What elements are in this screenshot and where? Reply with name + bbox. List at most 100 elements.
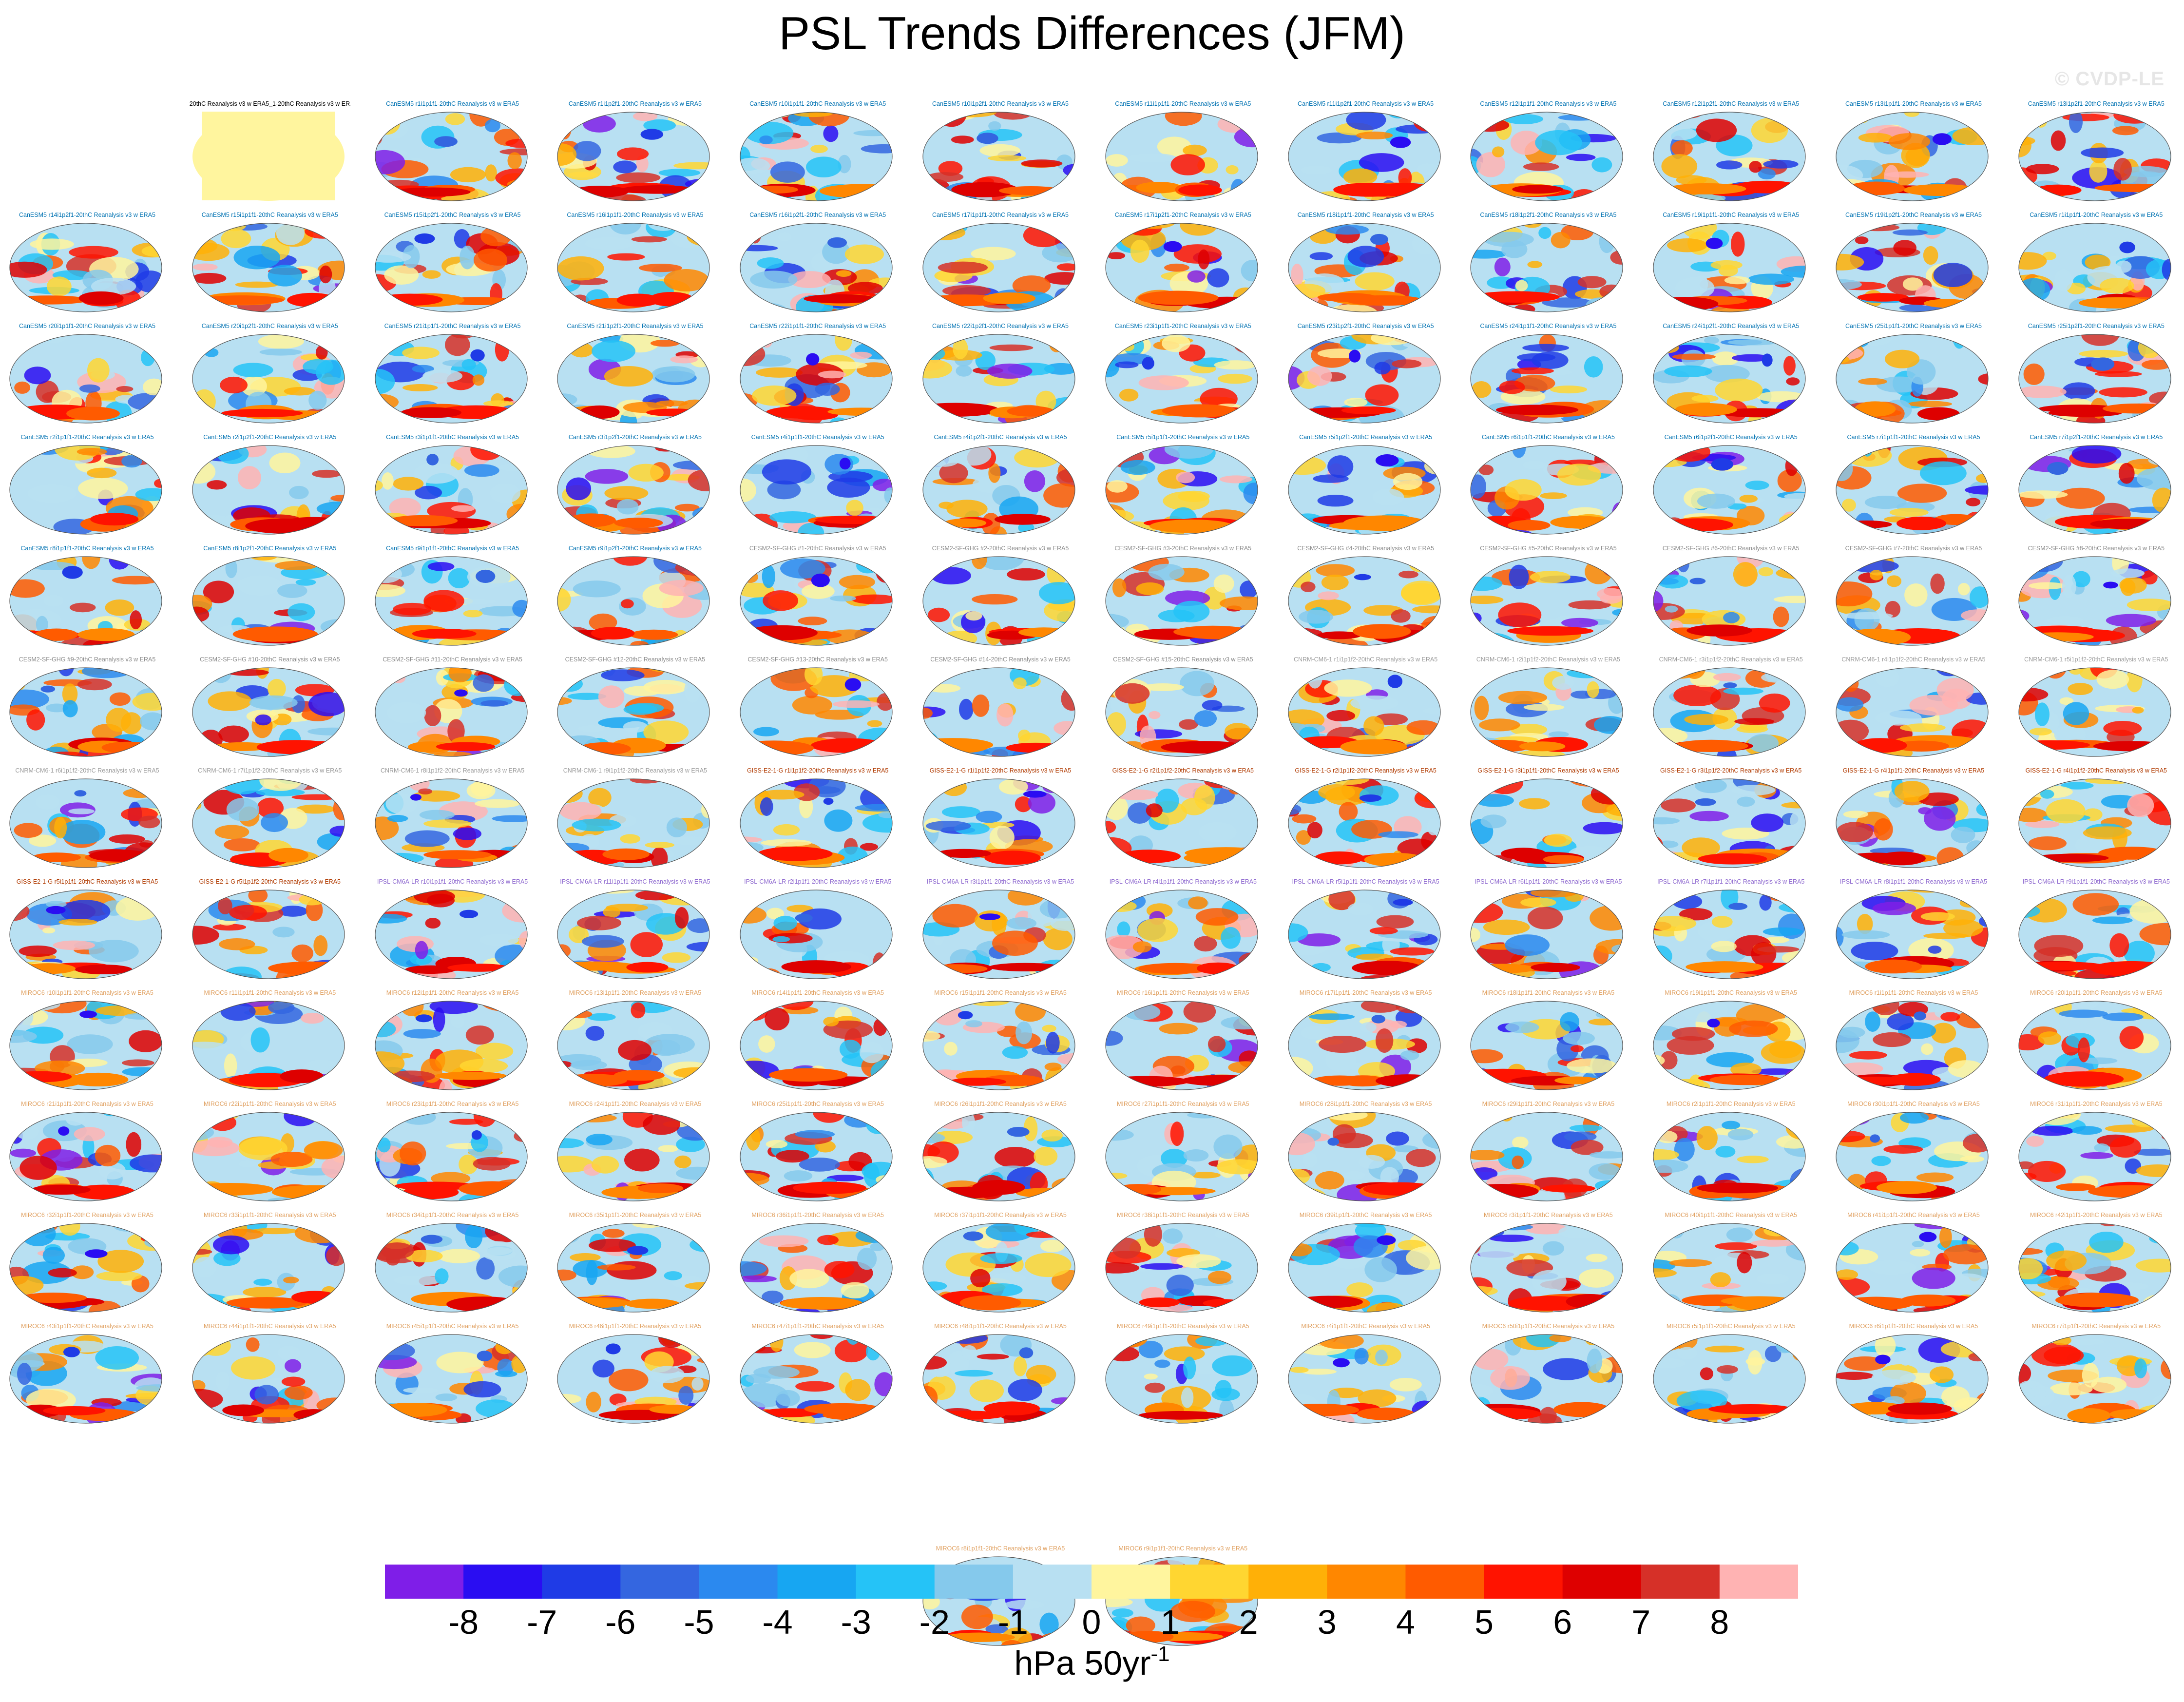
map-panel: CESM2-SF-GHG #4-20thC Reanalysis v3 w ER… <box>1285 544 1446 652</box>
map-panel: CanESM5 r12i1p2f1-20thC Reanalysis v3 w … <box>1650 100 1811 207</box>
map-panel: CanESM5 r1i1p1f1-20thC Reanalysis v3 w E… <box>2016 211 2177 318</box>
map-panel: MIROC6 r24i1p1f1-20thC Reanalysis v3 w E… <box>555 1100 715 1207</box>
map-panel: CanESM5 r24i1p1f1-20thC Reanalysis v3 w … <box>1468 322 1628 429</box>
panel-title: CNRM-CM6-1 r3i1p1f2-20thC Reanalysis v3 … <box>1659 656 1803 663</box>
colorbar-swatch <box>463 1565 542 1599</box>
map-plot <box>922 1334 1075 1424</box>
map-plot <box>922 890 1075 979</box>
map-panel: CanESM5 r19i1p1f1-20thC Reanalysis v3 w … <box>1650 211 1811 318</box>
panel-title: CanESM5 r7i1p2f1-20thC Reanalysis v3 w E… <box>2030 434 2163 441</box>
colorbar-swatch <box>934 1565 1014 1599</box>
colorbar-swatch <box>856 1565 935 1599</box>
map-plot <box>374 1334 528 1424</box>
map-plot <box>374 445 528 535</box>
panel-title: MIROC6 r47i1p1f1-20thC Reanalysis v3 w E… <box>751 1323 884 1330</box>
map-panel: CESM2-SF-GHG #6-20thC Reanalysis v3 w ER… <box>1650 544 1811 652</box>
panel-title: CESM2-SF-GHG #8-20thC Reanalysis v3 w ER… <box>2028 545 2165 552</box>
panel-title: CanESM5 r24i1p1f1-20thC Reanalysis v3 w … <box>1480 323 1617 329</box>
panel-title: CanESM5 r10i1p2f1-20thC Reanalysis v3 w … <box>932 100 1069 107</box>
panel-title: CanESM5 r6i1p2f1-20thC Reanalysis v3 w E… <box>1664 434 1798 441</box>
map-plot <box>2018 1001 2171 1090</box>
panel-title: GISS-E2-1-G r2i1p1f2-20thC Reanalysis v3… <box>1295 767 1437 774</box>
map-panel: IPSL-CM6A-LR r6i1p1f1-20thC Reanalysis v… <box>1468 878 1628 985</box>
panel-title: MIROC6 r10i1p1f1-20thC Reanalysis v3 w E… <box>21 989 153 996</box>
map-panel: CanESM5 r24i1p2f1-20thC Reanalysis v3 w … <box>1650 322 1811 429</box>
map-plot <box>374 667 528 757</box>
panel-title: CanESM5 r12i1p1f1-20thC Reanalysis v3 w … <box>1480 100 1617 107</box>
map-plot <box>740 556 893 646</box>
map-plot <box>1470 890 1623 979</box>
panel-title: CanESM5 r25i1p1f1-20thC Reanalysis v3 w … <box>1845 323 1982 329</box>
map-plot <box>2018 778 2171 868</box>
map-plot <box>1470 334 1623 424</box>
colorbar-tick-label: 0 <box>1082 1603 1101 1641</box>
map-panel: CanESM5 r22i1p1f1-20thC Reanalysis v3 w … <box>737 322 898 429</box>
map-panel: MIROC6 r34i1p1f1-20thC Reanalysis v3 w E… <box>372 1211 533 1318</box>
map-panel: CESM2-SF-GHG #10-20thC Reanalysis v3 w E… <box>190 656 350 763</box>
map-panel: IPSL-CM6A-LR r10i1p1f1-20thC Reanalysis … <box>372 878 533 985</box>
panel-title: GISS-E2-1-G r2i1p1f2-20thC Reanalysis v3… <box>1112 767 1254 774</box>
panel-title: CESM2-SF-GHG #2-20thC Reanalysis v3 w ER… <box>932 545 1069 552</box>
map-panel: CanESM5 r2i1p2f1-20thC Reanalysis v3 w E… <box>190 433 350 541</box>
map-plot <box>1105 778 1258 868</box>
panel-title: GISS-E2-1-G r5i1p1f1-20thC Reanalysis v3… <box>16 878 158 885</box>
panel-title: CanESM5 r19i1p2f1-20thC Reanalysis v3 w … <box>1845 212 1982 218</box>
panel-title: CanESM5 r25i1p2f1-20thC Reanalysis v3 w … <box>2028 323 2165 329</box>
panel-title: CanESM5 r3i1p2f1-20thC Reanalysis v3 w E… <box>568 434 702 441</box>
map-plot <box>374 112 528 201</box>
panel-title: MIROC6 r22i1p1f1-20thC Reanalysis v3 w E… <box>203 1101 336 1107</box>
panel-title: CanESM5 r13i1p2f1-20thC Reanalysis v3 w … <box>2028 100 2165 107</box>
panel-title: CanESM5 r13i1p1f1-20thC Reanalysis v3 w … <box>1845 100 1982 107</box>
map-panel: CESM2-SF-GHG #14-20thC Reanalysis v3 w E… <box>920 656 1081 763</box>
map-plot <box>740 667 893 757</box>
map-panel: MIROC6 r41i1p1f1-20thC Reanalysis v3 w E… <box>1833 1211 1994 1318</box>
colorbar-swatch <box>385 1565 464 1599</box>
panel-title: MIROC6 r2i1p1f1-20thC Reanalysis v3 w ER… <box>1666 1101 1796 1107</box>
panel-title: CESM2-SF-GHG #4-20thC Reanalysis v3 w ER… <box>1297 545 1434 552</box>
map-panel: IPSL-CM6A-LR r7i1p1f1-20thC Reanalysis v… <box>1650 878 1811 985</box>
map-panel: MIROC6 r11i1p1f1-20thC Reanalysis v3 w E… <box>190 989 350 1096</box>
map-plot <box>2018 1112 2171 1201</box>
colorbar <box>385 1565 1798 1599</box>
map-plot <box>2018 1223 2171 1313</box>
map-plot <box>1653 1223 1806 1313</box>
panel-title: MIROC6 r23i1p1f1-20thC Reanalysis v3 w E… <box>386 1101 519 1107</box>
map-panel: CNRM-CM6-1 r3i1p1f2-20thC Reanalysis v3 … <box>1650 656 1811 763</box>
map-plot <box>1653 667 1806 757</box>
map-plot <box>1653 1112 1806 1201</box>
map-plot <box>1470 1001 1623 1090</box>
map-plot <box>9 890 162 979</box>
map-plot <box>192 556 345 646</box>
panel-title: IPSL-CM6A-LR r8i1p1f1-20thC Reanalysis v… <box>1839 878 1988 885</box>
panel-title: MIROC6 r9i1p1f1-20thC Reanalysis v3 w ER… <box>1118 1545 1248 1552</box>
panel-title: MIROC6 r8i1p1f1-20thC Reanalysis v3 w ER… <box>936 1545 1065 1552</box>
map-panel: CNRM-CM6-1 r7i1p1f2-20thC Reanalysis v3 … <box>190 767 350 874</box>
map-plot <box>374 1223 528 1313</box>
map-plot <box>1470 223 1623 312</box>
map-plot <box>922 1112 1075 1201</box>
map-plot <box>1105 334 1258 424</box>
map-panel: CanESM5 r21i1p2f1-20thC Reanalysis v3 w … <box>555 322 715 429</box>
map-panel: CanESM5 r18i1p1f1-20thC Reanalysis v3 w … <box>1285 211 1446 318</box>
map-plot <box>557 445 710 535</box>
map-panel: MIROC6 r4i1p1f1-20thC Reanalysis v3 w ER… <box>1285 1322 1446 1430</box>
map-panel: MIROC6 r30i1p1f1-20thC Reanalysis v3 w E… <box>1833 1100 1994 1207</box>
map-plot <box>1105 890 1258 979</box>
map-plot <box>922 1223 1075 1313</box>
panel-title: CNRM-CM6-1 r6i1p1f2-20thC Reanalysis v3 … <box>15 767 159 774</box>
map-panel: CanESM5 r1i1p1f1-20thC Reanalysis v3 w E… <box>372 100 533 207</box>
panel-title: MIROC6 r13i1p1f1-20thC Reanalysis v3 w E… <box>569 989 702 996</box>
map-panel: MIROC6 r46i1p1f1-20thC Reanalysis v3 w E… <box>555 1322 715 1430</box>
map-plot <box>1287 445 1441 535</box>
colorbar-tick-label: -1 <box>997 1603 1028 1641</box>
panel-title: IPSL-CM6A-LR r2i1p1f1-20thC Reanalysis v… <box>744 878 892 885</box>
panel-title: CanESM5 r1i1p2f1-20thC Reanalysis v3 w E… <box>568 100 702 107</box>
map-panel: MIROC6 r50i1p1f1-20thC Reanalysis v3 w E… <box>1468 1322 1628 1430</box>
map-plot <box>192 667 345 757</box>
map-panel: CESM2-SF-GHG #3-20thC Reanalysis v3 w ER… <box>1103 544 1264 652</box>
map-panel: CanESM5 r2i1p1f1-20thC Reanalysis v3 w E… <box>7 433 168 541</box>
map-plot <box>740 1334 893 1424</box>
panel-title: IPSL-CM6A-LR r5i1p1f1-20thC Reanalysis v… <box>1292 878 1439 885</box>
colorbar-tick-label: 7 <box>1631 1603 1651 1641</box>
map-panel: MIROC6 r47i1p1f1-20thC Reanalysis v3 w E… <box>737 1322 898 1430</box>
